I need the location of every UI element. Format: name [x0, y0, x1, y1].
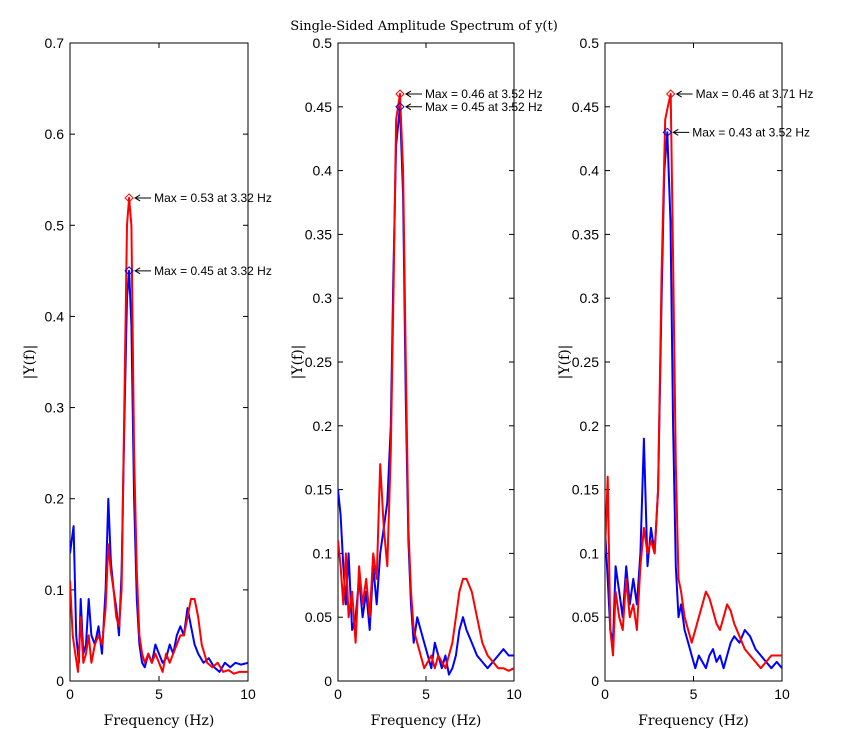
x-tick-label: 5	[690, 686, 698, 702]
x-tick-label: 10	[240, 686, 256, 702]
y-tick-label: 0	[56, 673, 64, 689]
y-tick-label: 0.45	[305, 99, 332, 115]
max-marker	[124, 193, 134, 203]
max-marker	[395, 89, 405, 99]
y-tick-label: 0.5	[45, 217, 65, 233]
max-annotation: Max = 0.46 at 3.52 Hz	[425, 87, 543, 101]
y-axis-label: |Y(f)|	[290, 345, 306, 380]
max-marker	[124, 266, 134, 276]
y-tick-label: 0.6	[45, 126, 65, 142]
x-axis-label: Frequency (Hz)	[104, 713, 215, 729]
arrow-head	[672, 128, 679, 136]
series-line-red	[70, 196, 248, 675]
y-tick-label: 0.3	[313, 290, 333, 306]
x-tick-label: 0	[601, 686, 609, 702]
y-tick-label: 0.5	[580, 35, 600, 51]
y-tick-label: 0.5	[313, 35, 333, 51]
y-tick-label: 0.45	[572, 99, 599, 115]
arrow-head	[404, 103, 412, 111]
y-tick-label: 0.4	[45, 308, 65, 324]
y-tick-label: 0.25	[572, 354, 599, 370]
chart-panel-1: 0 0.1 0.2 0.3 0.4 0.5 0.6 0.7 0 5 10 Frequency (Hz)…	[22, 35, 272, 729]
x-tick-label: 5	[155, 686, 163, 702]
series-line-blue	[70, 269, 248, 673]
x-tick-label: 5	[422, 686, 430, 702]
max-annotation: Max = 0.46 at 3.71 Hz	[696, 87, 814, 101]
chart-panel-3: 0 0.05 0.1 0.15 0.2 0.25 0.3 0.35 0.4 0.45 0.5 0 5 10…	[557, 35, 813, 729]
y-tick-label: 0.05	[305, 609, 332, 625]
x-tick-label: 10	[506, 686, 522, 702]
y-tick-label: 0	[591, 673, 599, 689]
x-tick-label: 0	[66, 686, 74, 702]
y-tick-label: 0.1	[580, 545, 600, 561]
y-axis-label: |Y(f)|	[22, 345, 38, 380]
y-tick-label: 0.7	[45, 35, 65, 51]
y-tick-label: 0.15	[572, 482, 599, 498]
x-axis-label: Frequency (Hz)	[371, 713, 482, 729]
y-tick-label: 0.3	[580, 290, 600, 306]
max-marker	[395, 102, 405, 112]
series-line-blue	[338, 105, 514, 676]
max-marker	[662, 127, 673, 138]
y-tick-label: 0.35	[572, 226, 599, 242]
x-tick-label: 0	[334, 686, 342, 702]
y-tick-label: 0.15	[305, 482, 332, 498]
y-tick-label: 0.2	[580, 418, 600, 434]
arrow-head	[675, 90, 682, 98]
y-tick-label: 0.4	[313, 163, 333, 179]
chart-panel-2: 0 0.05 0.1 0.15 0.2 0.25 0.3 0.35 0.4 0.45 0.5 0 5 10…	[290, 35, 543, 729]
arrow-head	[134, 194, 141, 202]
arrow-head	[134, 267, 141, 275]
axes-box	[69, 42, 249, 682]
max-annotation: Max = 0.45 at 3.32 Hz	[154, 264, 272, 278]
y-tick-label: 0.4	[580, 163, 600, 179]
max-annotation: Max = 0.45 at 3.52 Hz	[425, 100, 543, 114]
series-line-blue	[605, 131, 782, 670]
y-tick-label: 0.2	[313, 418, 333, 434]
y-tick-label: 0.25	[305, 354, 332, 370]
x-tick-label: 10	[774, 686, 790, 702]
y-tick-label: 0.05	[572, 609, 599, 625]
figure-title: Single-Sided Amplitude Spectrum of y(t)	[290, 19, 558, 34]
y-tick-label: 0.2	[45, 491, 65, 507]
max-marker	[665, 89, 676, 99]
max-annotation: Max = 0.43 at 3.52 Hz	[692, 125, 810, 139]
series-line-red	[605, 93, 782, 670]
y-tick-label: 0.35	[305, 226, 332, 242]
y-tick-label: 0.1	[313, 545, 333, 561]
y-tick-label: 0	[324, 673, 332, 689]
max-annotation: Max = 0.53 at 3.32 Hz	[154, 191, 272, 205]
y-axis-label: |Y(f)|	[557, 345, 573, 380]
y-tick-label: 0.3	[45, 400, 65, 416]
series-line-red	[338, 93, 514, 672]
arrow-head	[404, 90, 412, 98]
x-axis-label: Frequency (Hz)	[638, 713, 749, 729]
y-tick-label: 0.1	[45, 582, 65, 598]
